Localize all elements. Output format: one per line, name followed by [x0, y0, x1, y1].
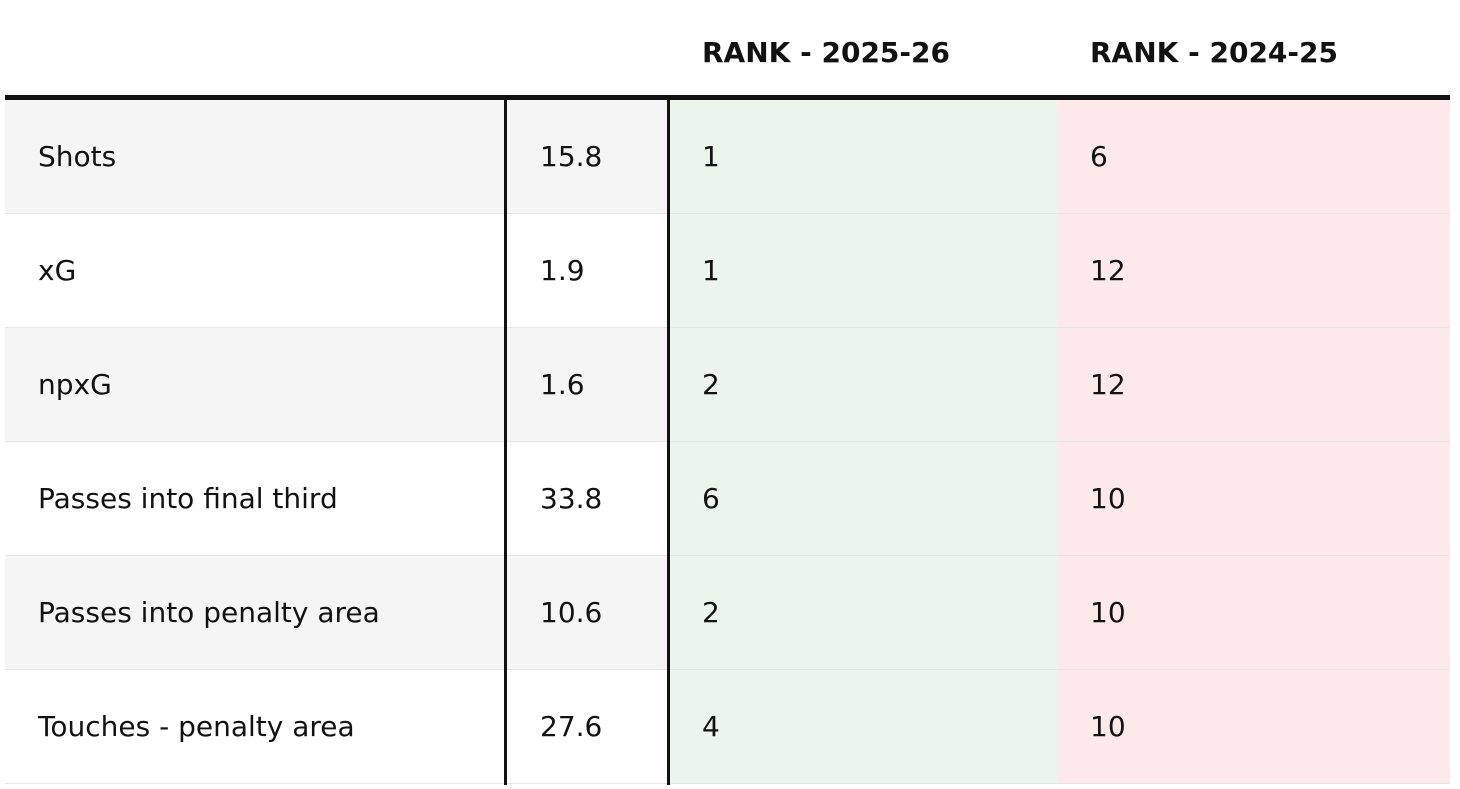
rank-value: 4 — [668, 670, 1058, 784]
stat-value: 1.6 — [505, 328, 668, 442]
rank-value: 10 — [1058, 556, 1450, 670]
stat-value: 33.8 — [505, 442, 668, 556]
rank-value: 2 — [668, 328, 1058, 442]
row-label: Shots — [5, 100, 505, 214]
row-label: Passes into final third — [5, 442, 505, 556]
rank-value: 10 — [1058, 670, 1450, 784]
row-label: xG — [5, 214, 505, 328]
rank-value: 10 — [1058, 442, 1450, 556]
stat-value: 15.8 — [505, 100, 668, 214]
row-label: Touches - penalty area — [5, 670, 505, 784]
rank-value: 1 — [668, 214, 1058, 328]
rank-value: 2 — [668, 556, 1058, 670]
stat-value: 10.6 — [505, 556, 668, 670]
rank-value: 12 — [1058, 328, 1450, 442]
rank-value: 1 — [668, 100, 1058, 214]
column-rule — [667, 100, 670, 785]
column-rule — [504, 100, 507, 785]
row-label: Passes into penalty area — [5, 556, 505, 670]
stat-value: 1.9 — [505, 214, 668, 328]
column-header: RANK - 2025-26 — [702, 35, 950, 69]
rank-value: 12 — [1058, 214, 1450, 328]
rank-value: 6 — [1058, 100, 1450, 214]
column-header: RANK - 2024-25 — [1090, 35, 1338, 69]
stat-value: 27.6 — [505, 670, 668, 784]
row-label: npxG — [5, 328, 505, 442]
rank-value: 6 — [668, 442, 1058, 556]
header-rule — [5, 95, 1450, 100]
